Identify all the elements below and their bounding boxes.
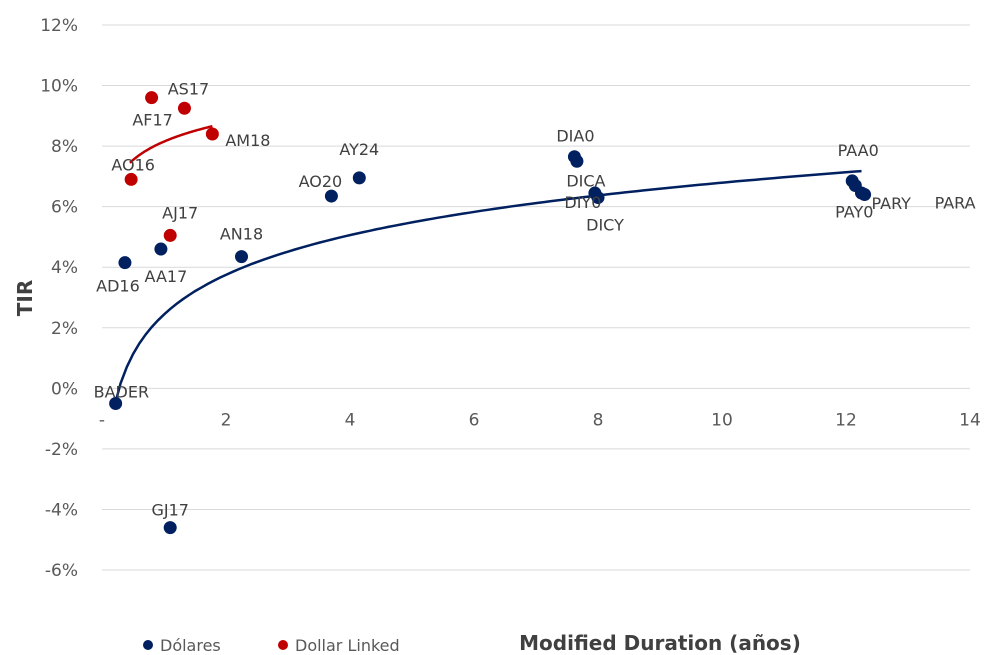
x-tick-label: 8: [593, 410, 604, 430]
point-label: AO20: [299, 172, 343, 191]
data-point: [205, 127, 219, 141]
point-label: AA17: [145, 267, 188, 286]
data-point: [145, 91, 159, 105]
y-axis-tick-labels: -6% -4% -2% 0% 2% 4% 6% 8% 10% 12%: [40, 16, 78, 581]
point-label: AD16: [96, 277, 140, 296]
data-point: [235, 250, 248, 264]
data-point: [591, 191, 605, 205]
point-label: AM18: [225, 131, 270, 150]
data-point: [163, 228, 177, 242]
data-point: [858, 188, 872, 202]
x-axis-tick-labels: - 2 4 6 8 10 12 14: [99, 410, 981, 430]
point-label: AY24: [339, 140, 379, 159]
point-label: PARA: [935, 194, 976, 213]
point-label: PAA0: [838, 141, 879, 160]
data-point: [352, 171, 366, 185]
point-label: PAY0: [835, 202, 873, 221]
legend-label-dollar-linked: Dollar Linked: [295, 636, 400, 655]
y-axis-title: TIR: [13, 280, 37, 316]
x-tick-label: 14: [959, 410, 981, 430]
x-tick-label: 4: [345, 410, 356, 430]
x-tick-label: -: [99, 410, 105, 430]
y-tick-label: 4%: [51, 258, 78, 278]
data-point: [324, 189, 338, 203]
data-point: [118, 256, 132, 270]
y-tick-label: 12%: [40, 16, 78, 36]
gridlines: [102, 24, 970, 571]
x-tick-label: 10: [711, 410, 733, 430]
data-point: [124, 172, 138, 186]
point-label: DICY: [586, 216, 624, 235]
point-label: DIY0: [564, 193, 601, 212]
y-tick-label: 0%: [51, 379, 78, 399]
point-label: AS17: [168, 79, 209, 98]
data-point: [109, 396, 123, 410]
data-points: [109, 91, 872, 535]
y-tick-label: 8%: [51, 137, 78, 157]
trendline-series-0: [113, 169, 862, 407]
data-point: [154, 242, 168, 256]
data-point: [177, 101, 191, 115]
legend: Dólares Dollar Linked: [143, 636, 400, 655]
y-tick-label: -2%: [45, 440, 78, 460]
trendlines: [113, 124, 862, 407]
x-tick-label: 2: [221, 410, 232, 430]
point-labels: BADER GJ17 AD16 AA17 AN18 AO20 AY24 DIA0 DICA DIY…: [94, 79, 976, 519]
y-tick-label: -4%: [45, 500, 78, 520]
point-label: AJ17: [162, 203, 198, 222]
y-tick-label: 2%: [51, 319, 78, 339]
point-label: PARY: [872, 194, 912, 213]
point-label: BADER: [94, 382, 149, 401]
y-tick-label: 10%: [40, 77, 78, 97]
point-label: AF17: [132, 111, 173, 130]
y-tick-label: 6%: [51, 198, 78, 218]
trendline-series-1: [129, 124, 213, 164]
point-label: DIA0: [556, 127, 594, 146]
legend-marker-dolares: [143, 640, 153, 650]
legend-marker-dollar-linked: [278, 640, 288, 650]
y-tick-label: -6%: [45, 561, 78, 581]
data-point: [163, 521, 177, 535]
point-label: DICA: [566, 171, 605, 190]
data-point: [570, 154, 584, 168]
x-tick-label: 12: [835, 410, 857, 430]
point-label: AO16: [111, 155, 155, 174]
point-label: GJ17: [151, 501, 188, 520]
point-label: AN18: [220, 225, 263, 244]
legend-label-dolares: Dólares: [160, 636, 221, 655]
x-axis-title: Modified Duration (años): [519, 631, 801, 655]
x-tick-label: 6: [469, 410, 480, 430]
